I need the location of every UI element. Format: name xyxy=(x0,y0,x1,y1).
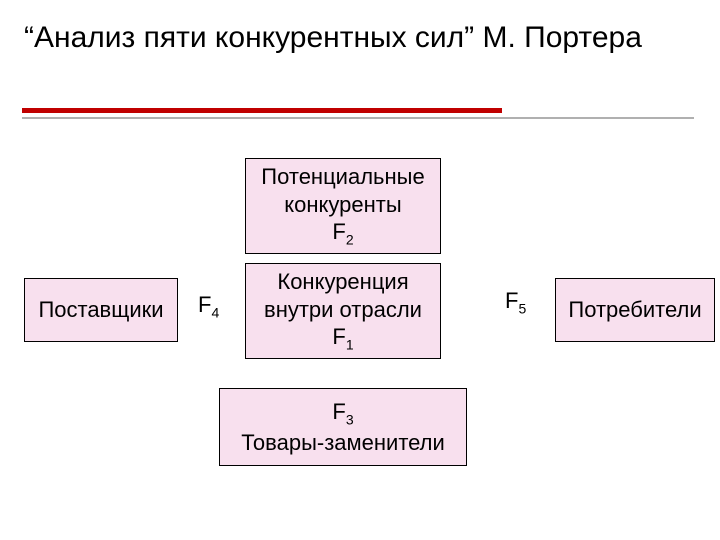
node-left: Поставщики xyxy=(24,278,178,342)
node-bottom-line1: Товары-заменители xyxy=(241,429,445,457)
node-right-line1: Потребители xyxy=(568,296,701,324)
edge-label-f5: F5 xyxy=(505,288,526,316)
node-center-force: F1 xyxy=(332,323,353,354)
node-bottom: F3 Товары-заменители xyxy=(219,388,467,466)
node-top: Потенциальные конкуренты F2 xyxy=(245,158,441,254)
title-rule-gray xyxy=(22,117,694,119)
edge-label-f4: F4 xyxy=(198,292,219,320)
node-left-line1: Поставщики xyxy=(38,296,163,324)
title-rule-red xyxy=(22,108,502,113)
node-center: Конкуренция внутри отрасли F1 xyxy=(245,263,441,359)
node-right: Потребители xyxy=(555,278,715,342)
node-center-line1: Конкуренция xyxy=(277,268,408,296)
node-bottom-force: F3 xyxy=(332,398,353,429)
node-top-line2: конкуренты xyxy=(284,191,401,219)
node-top-force: F2 xyxy=(332,218,353,249)
node-top-line1: Потенциальные xyxy=(261,163,424,191)
page-title: “Анализ пяти конкурентных сил” М. Портер… xyxy=(0,0,720,67)
node-center-line2: внутри отрасли xyxy=(264,296,422,324)
